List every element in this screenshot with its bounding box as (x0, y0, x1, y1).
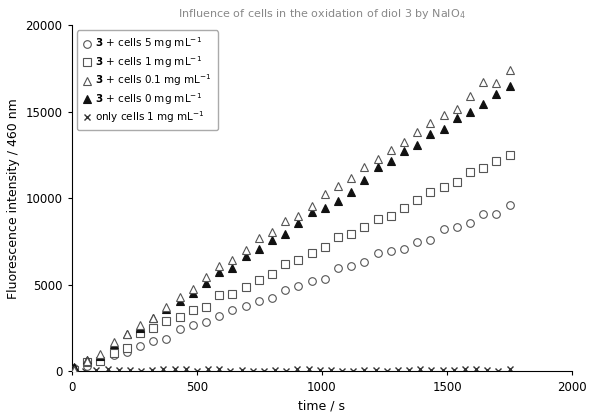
Legend: $\mathbf{3}$ + cells 5 mg mL$^{-1}$, $\mathbf{3}$ + cells 1 mg mL$^{-1}$, $\math: $\mathbf{3}$ + cells 5 mg mL$^{-1}$, $\m… (77, 31, 217, 130)
X-axis label: time / s: time / s (298, 399, 345, 412)
Title: Influence of cells in the oxidation of diol 3 by NaIO$_4$: Influence of cells in the oxidation of d… (178, 7, 466, 21)
Y-axis label: Fluorescence intensity / 460 nm: Fluorescence intensity / 460 nm (7, 98, 20, 299)
